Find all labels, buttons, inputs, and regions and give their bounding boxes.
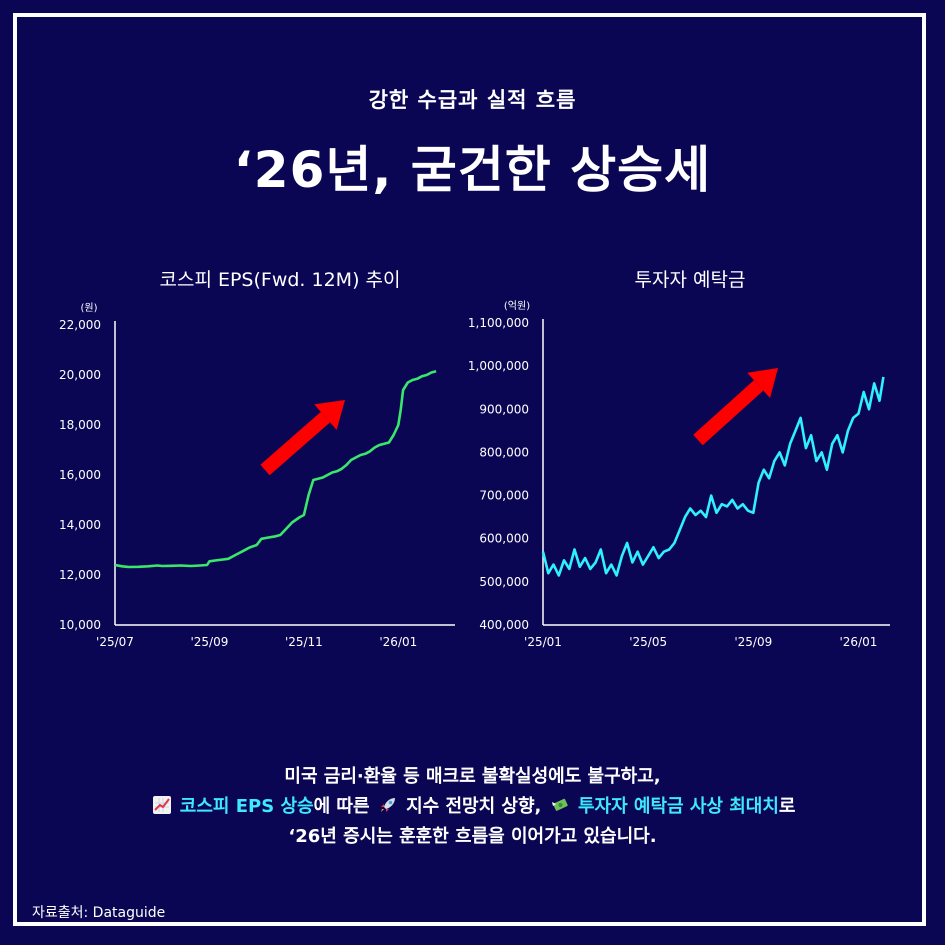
deposit-unit-label: (억원): [504, 300, 530, 312]
eps-y-tick-label: 22,000: [59, 318, 101, 332]
deposit-x-tick-label: '25/01: [524, 635, 562, 649]
deposit-y-tick-label: 700,000: [479, 489, 529, 503]
source-note: 자료출처: Dataguide: [32, 905, 166, 921]
deposit-x-tick-label: '26/01: [840, 635, 878, 649]
eps-arrow-shaft: [260, 411, 331, 476]
deposit-trend-arrow-icon: [693, 368, 778, 446]
page-title: ‘26년, 굳건한 상승세: [233, 141, 712, 199]
deposit-arrow-head: [747, 368, 778, 399]
eps-x-tick-label: '25/09: [190, 635, 228, 649]
deposit-y-tick-label: 900,000: [479, 402, 529, 416]
eps-trend-arrow-icon: [260, 400, 345, 476]
eps-y-tick-label: 12,000: [59, 568, 101, 582]
deposit-y-tick-label: 500,000: [479, 575, 529, 589]
deposit-y-tick-label: 1,000,000: [468, 359, 529, 373]
summary-line-3: ‘26년 증시는 훈훈한 흐름을 이어가고 있습니다.: [288, 826, 657, 847]
eps-series-line: [114, 370, 437, 569]
highlight-eps: 코스피 EPS 상승: [179, 796, 314, 817]
summary-text-a: 에 따른: [313, 796, 370, 817]
eps-x-tick-label: '25/07: [96, 635, 134, 649]
deposit-y-tick-label: 800,000: [479, 445, 529, 459]
summary-line-1: 미국 금리·환율 등 매크로 불확실성에도 불구하고,: [284, 766, 661, 787]
highlight-deposit: 투자자 예탁금 사상 최대치: [577, 796, 779, 817]
eps-y-tick-label: 20,000: [59, 368, 101, 382]
deposit-x-tick-label: '25/09: [734, 635, 772, 649]
outer-frame: [13, 13, 926, 926]
eps-arrow-head: [314, 400, 345, 430]
eps-y-tick-label: 10,000: [59, 618, 101, 632]
summary-text-b: 지수 전망치 상향,: [406, 796, 542, 817]
deposit-x-tick-label: '25/05: [629, 635, 667, 649]
deposit-arrow-shaft: [693, 380, 764, 446]
deposit-chart-title: 투자자 예탁금: [634, 269, 746, 291]
deposit-y-tick-label: 1,100,000: [468, 316, 529, 330]
deposit-y-tick-label: 400,000: [479, 618, 529, 632]
eps-y-tick-label: 16,000: [59, 468, 101, 482]
eps-x-tick-label: '25/11: [285, 635, 323, 649]
eps-x-tick-label: '26/01: [379, 635, 417, 649]
eps-unit-label: (원): [80, 302, 97, 314]
eps-chart-title: 코스피 EPS(Fwd. 12M) 추이: [159, 269, 401, 291]
deposit-series-line: [541, 376, 885, 577]
deposit-y-tick-label: 600,000: [479, 532, 529, 546]
summary-text: 미국 금리·환율 등 매크로 불확실성에도 불구하고, 코스피 EPS 상승에 …: [0, 762, 945, 852]
chart-increasing-icon: [152, 796, 171, 814]
money-wings-icon: [551, 798, 568, 811]
eps-y-tick-label: 14,000: [59, 518, 101, 532]
summary-text-c: 로: [778, 796, 796, 817]
eps-y-tick-label: 18,000: [59, 418, 101, 432]
rocket-icon: [380, 798, 395, 812]
summary-line-2: 코스피 EPS 상승에 따른 지수 전망치 상향, 투자자 예탁금 사상 최대치…: [0, 792, 945, 822]
page-subtitle: 강한 수급과 실적 흐름: [368, 88, 577, 112]
